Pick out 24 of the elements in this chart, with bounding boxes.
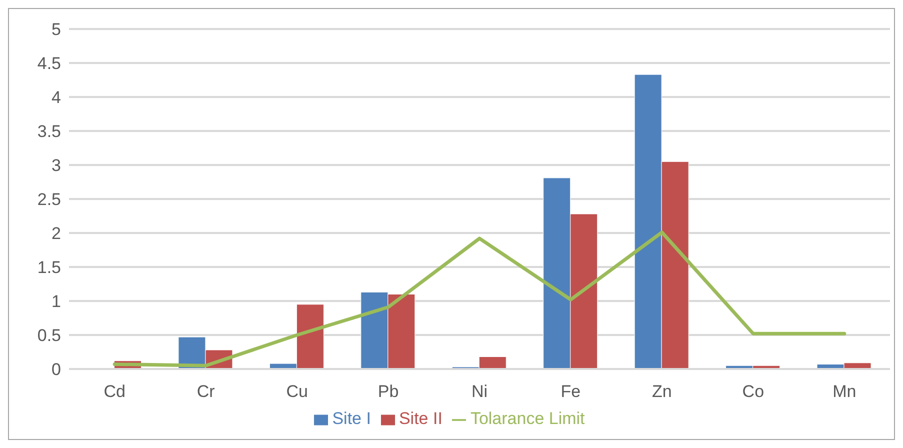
line-series <box>112 230 846 368</box>
y-tick-label: 4.5 <box>37 54 61 74</box>
x-tick-label: Mn <box>832 382 856 402</box>
y-tick-label: 2.5 <box>37 190 61 210</box>
x-tick-label: Ni <box>471 382 488 402</box>
y-tick-label: 1 <box>52 292 61 312</box>
legend-label: Site I <box>332 409 371 428</box>
y-tick-label: 4 <box>52 88 61 108</box>
y-tick-label: 1.5 <box>37 258 61 278</box>
y-tick-label: 2 <box>52 224 61 244</box>
y-tick-label: 0.5 <box>37 326 61 346</box>
x-tick-label: Fe <box>560 382 581 402</box>
y-tick-label: 3.5 <box>37 122 61 142</box>
y-tick-label: 0 <box>52 360 61 380</box>
legend-label: Site II <box>398 409 442 428</box>
x-tick-label: Pb <box>378 382 399 402</box>
x-tick-label: Cu <box>286 382 308 402</box>
legend-label: Tolarance Limit <box>470 409 585 428</box>
y-tick-label: 5 <box>52 20 61 40</box>
y-tick-label: 3 <box>52 156 61 176</box>
x-tick-label: Cr <box>196 382 216 402</box>
x-tick-label: Co <box>742 382 764 402</box>
x-tick-label: Zn <box>652 382 672 402</box>
x-tick-label: Cd <box>104 382 126 402</box>
